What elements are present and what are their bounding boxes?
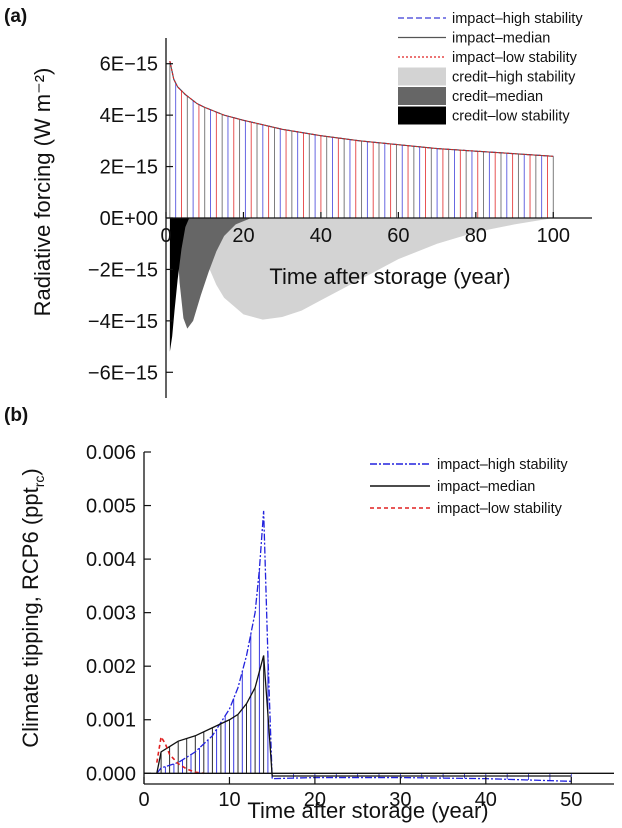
legend-label: impact–high stability [437,457,568,473]
panel-a-x-tick-label: 60 [387,225,409,247]
legend-label: impact–low stability [452,50,578,66]
legend-label: impact–low stability [437,501,563,517]
panel-a: (a) 6E−15 4E−15 2E−15 0E+00 −2E−15 −4E−15 −6E−… [4,6,592,398]
panel-b-x-tick-label: 50 [560,789,582,811]
panel-a-x-tick-label: 0 [160,225,171,247]
panel-a-y-tick-label: 2E−15 [100,157,158,179]
credit-fill-low [169,218,190,352]
panel-a-label: (a) [4,6,27,27]
legend-label: impact–high stability [452,11,583,27]
legend-label: credit–median [452,89,543,105]
panel-b-y-tick-label: 0.001 [86,710,136,732]
panel-a-y-tick-label: −6E−15 [88,362,158,384]
panel-b-y-tick-label: 0.003 [86,603,136,625]
panel-a-legend: impact–high stability impact–median impact… [398,11,583,125]
panel-b-y-axis-title: Climate tipping, RCP6 (pptrc) [18,468,47,747]
panel-a-x-tick-label: 20 [232,225,254,247]
panel-b-y-tick-label: 0.004 [86,549,136,571]
legend-label: impact–median [452,31,550,47]
panel-a-x-tick-label: 100 [537,225,570,247]
panel-b-y-tick-label: 0.005 [86,496,136,518]
panel-b: (b) 0.000 0.001 0.002 0.003 0.004 0.005 0.006 0… [4,405,614,823]
panel-b-y-axis-title-end: ) [18,468,43,475]
panel-b-x-axis-title: Time after storage (year) [247,798,488,823]
panel-a-y-tick-label: −4E−15 [88,311,158,333]
legend-label: impact–median [437,479,535,495]
panel-a-y-tick-label: −2E−15 [88,259,158,281]
impact-curve-low [169,61,554,157]
legend-label: credit–high stability [452,70,576,86]
panel-a-x-axis-title: Time after storage (year) [269,264,510,289]
legend-swatch [398,87,446,105]
impact-curve-high [156,510,572,782]
panel-a-x-tick-label: 40 [310,225,332,247]
credit-fill-high [193,218,554,320]
impact-curve-median [156,655,572,777]
panel-a-y-tick-label: 6E−15 [100,54,158,76]
panel-a-y-tick-label: 0E+00 [100,208,158,230]
panel-a-y-axis-title: Radiative forcing (W m⁻²) [30,68,55,317]
panel-b-y-axis-title-main: Climate tipping, RCP6 (ppt [18,487,43,747]
panel-b-y-axis-title-sub: rc [31,476,47,488]
impact-curve-low [156,734,204,775]
panel-b-y-tick-label: 0.006 [86,442,136,464]
panel-a-x-tick-label: 80 [465,225,487,247]
panel-b-legend: impact–high stability impact–median impact… [370,457,568,517]
panel-b-label: (b) [4,405,28,426]
panel-b-x-tick-label: 30 [389,789,411,811]
legend-swatch [398,106,446,125]
panel-b-x-tick-label: 40 [475,789,497,811]
panel-b-x-tick-label: 0 [138,789,149,811]
legend-swatch [398,67,446,86]
legend-label: credit–low stability [452,109,570,125]
credit-fill-median [175,218,252,329]
panel-b-x-tick-label: 10 [218,789,240,811]
panel-b-y-tick-label: 0.002 [86,656,136,678]
panel-a-y-tick-label: 4E−15 [100,105,158,127]
panel-b-x-tick-label: 20 [304,789,326,811]
panel-b-y-tick-label: 0.000 [86,763,136,785]
